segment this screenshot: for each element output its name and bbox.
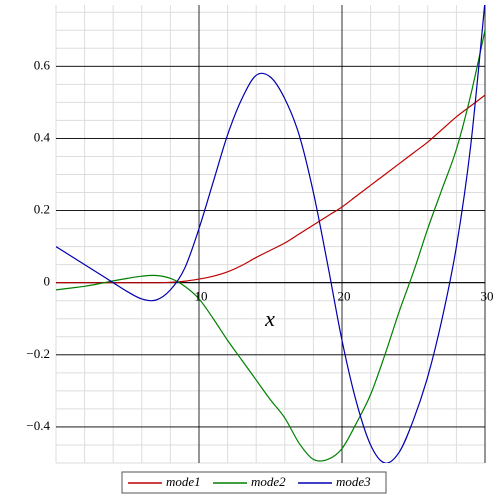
y-tick-label: 0.4 [34,129,51,144]
y-tick-label: 0.2 [34,202,50,217]
series-line [56,5,485,463]
y-tick-label: 0.6 [34,57,51,72]
legend: mode1 mode2 mode3 [128,474,371,489]
series-line [56,94,485,284]
plot-area [56,5,485,463]
y-tick-label: 0 [44,274,51,289]
series-line [56,30,485,462]
legend-box [121,471,387,494]
y-tick-label: −0.4 [26,418,50,433]
x-tick-label: 20 [338,289,351,304]
legend-label: mode3 [336,474,371,489]
y-tick-label: −0.2 [26,346,50,361]
legend-label: mode1 [166,474,201,489]
x-tick-label: 10 [195,289,208,304]
legend-label: mode2 [251,474,286,489]
x-axis-label: x [264,306,275,331]
grid [55,5,486,464]
labels: 10 20 30 −0.4 −0.2 0 0.2 0.4 0.6 [26,57,493,433]
x-tick-label: 30 [481,289,494,304]
